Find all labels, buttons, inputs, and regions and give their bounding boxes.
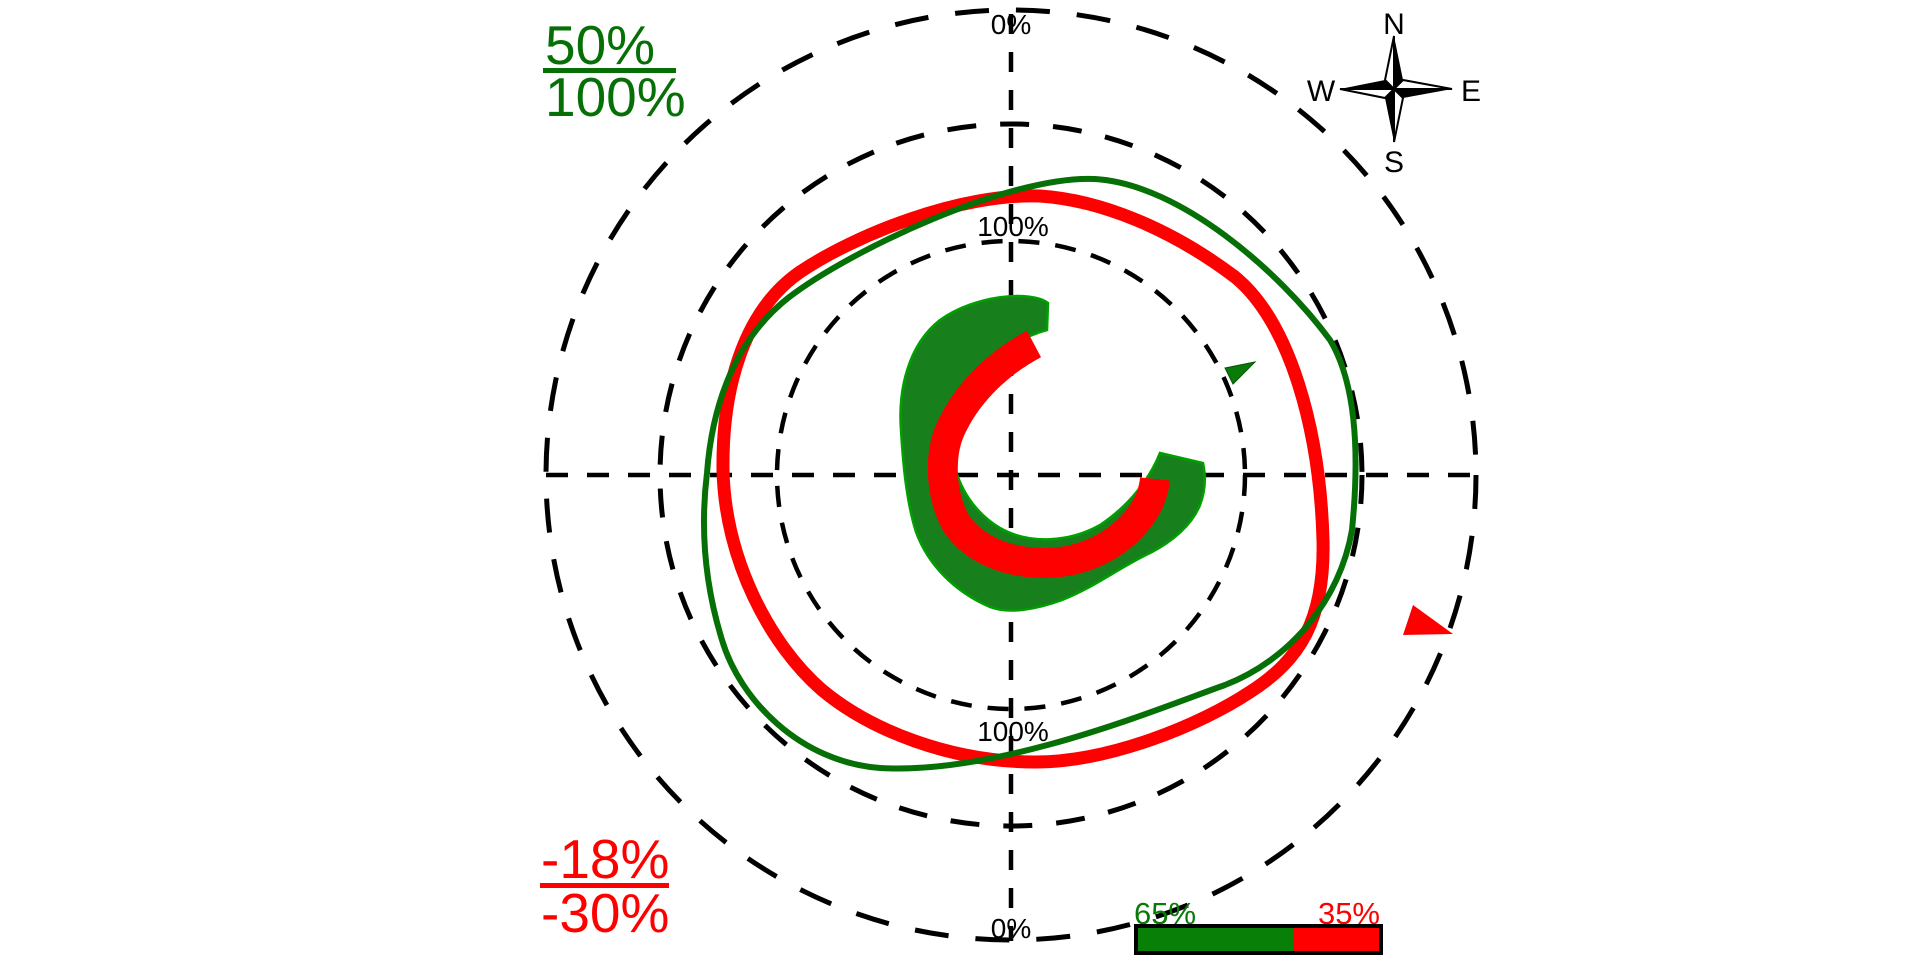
green-ratio-annotation: 50% 100% (543, 14, 686, 128)
compass-south-label: S (1384, 146, 1404, 179)
outer-ring (543, 7, 1479, 943)
compass-west-label: W (1307, 75, 1336, 108)
red-direction-marker (1403, 605, 1453, 635)
legend-bar-red-segment (1294, 928, 1379, 951)
compass-star-w-white (1339, 88, 1397, 100)
red-ratio-numerator: -18% (541, 828, 669, 890)
legend-bar-border (1134, 924, 1383, 955)
red-ratio-denominator: -30% (541, 882, 669, 944)
axis-label-top-inner: 100% (977, 211, 1049, 242)
green-ratio-numerator: 50% (545, 14, 655, 76)
red-coverage-region (927, 330, 1170, 579)
red-ratio-annotation: -18% -30% (540, 828, 669, 944)
compass-star-s-black (1385, 89, 1394, 142)
compass-star-e-white (1391, 78, 1453, 90)
compass-star-e-black (1394, 89, 1452, 98)
compass-star-n-black (1394, 36, 1403, 89)
legend-bar-green-segment (1138, 928, 1294, 951)
green-ratio-fraction-bar (543, 68, 676, 73)
compass-north-label: N (1383, 8, 1405, 41)
green-contour (700, 175, 1359, 772)
green-direction-marker (1224, 361, 1257, 385)
axis-label-bottom-outer: 0% (991, 913, 1031, 944)
compass-star-w-black (1340, 80, 1394, 89)
compass-east-label: E (1461, 75, 1481, 108)
axis-label-bottom-inner: 100% (977, 716, 1049, 747)
axis-label-top-outer: 0% (991, 9, 1031, 40)
green-ratio-denominator: 100% (545, 66, 686, 128)
legend: 65% 35% (1134, 896, 1383, 955)
red-contour (716, 189, 1330, 769)
compass-rose: N E S W (1307, 8, 1481, 179)
compass-star-s-white (1393, 86, 1405, 143)
compass-star-n-white (1383, 35, 1395, 92)
red-ratio-fraction-bar (540, 883, 669, 888)
